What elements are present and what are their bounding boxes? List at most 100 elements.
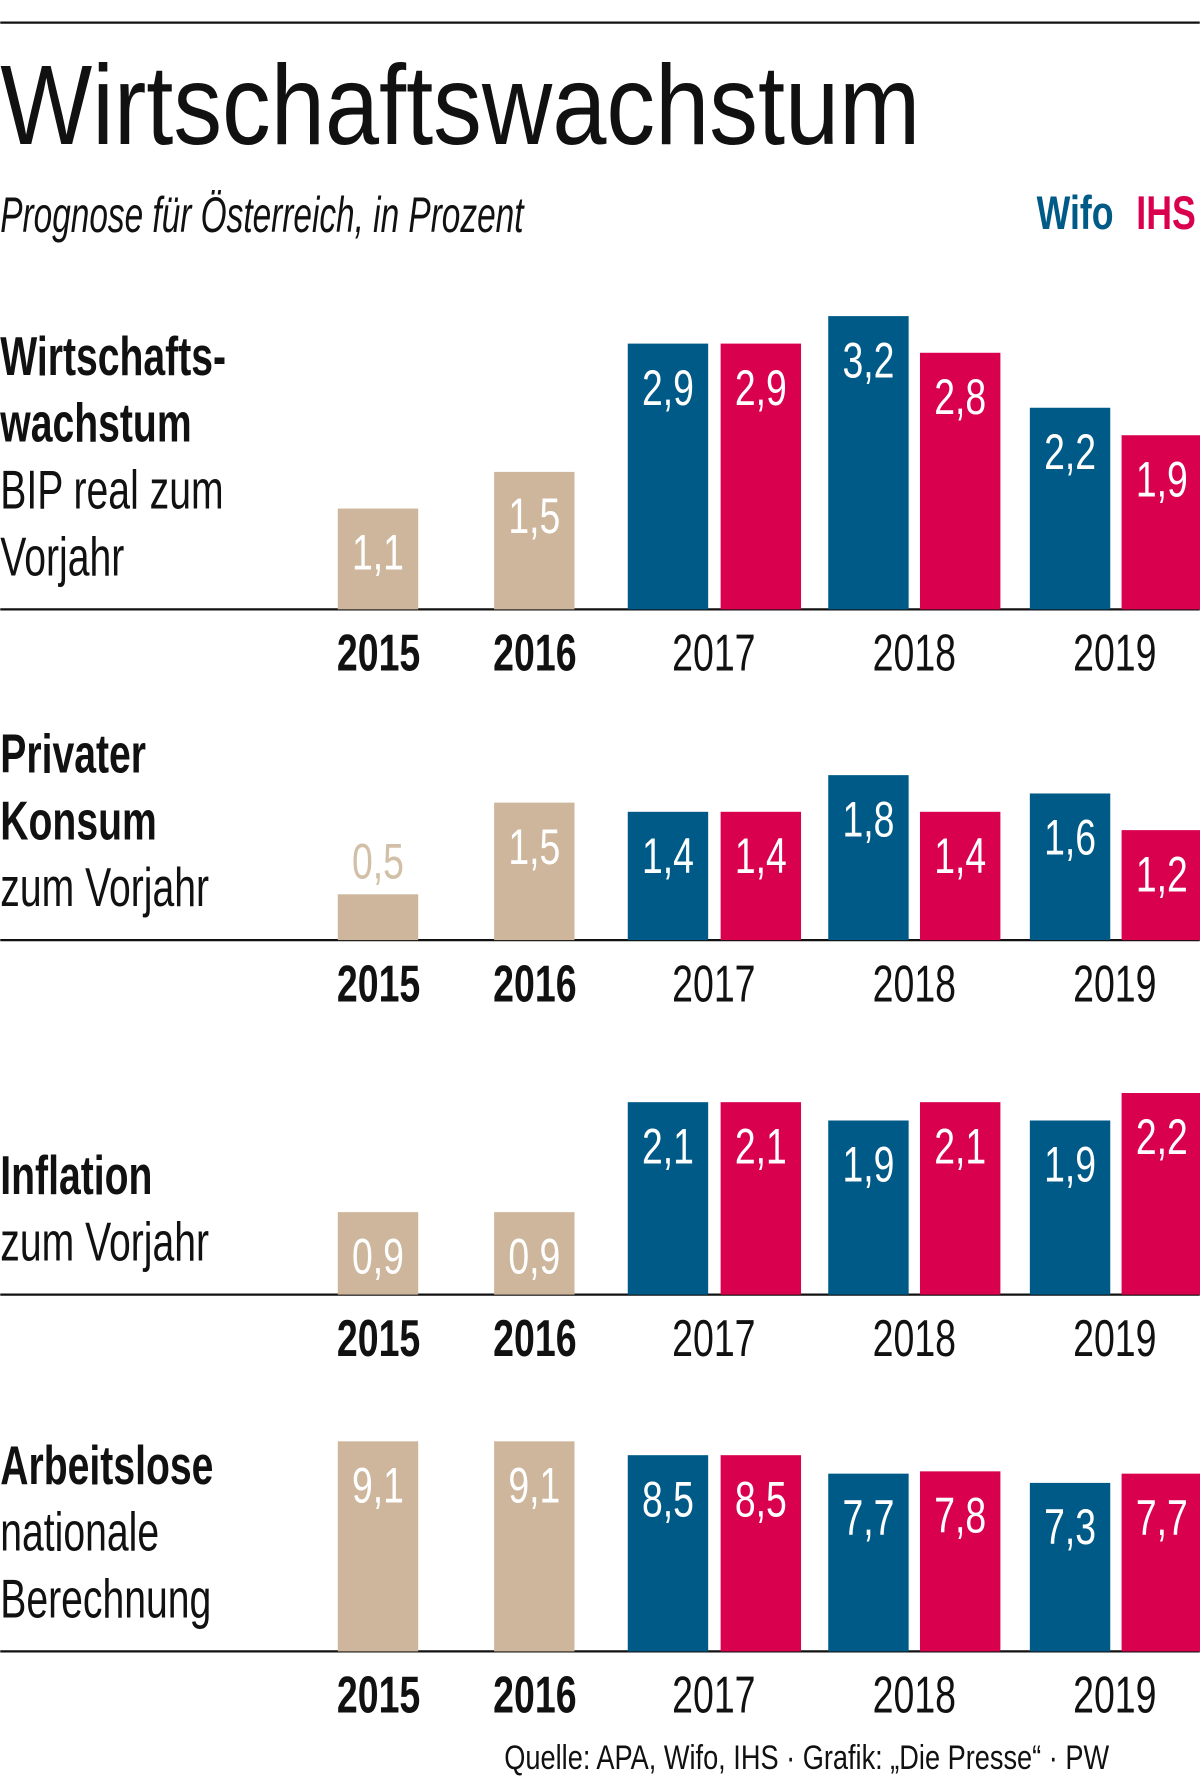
x-tick-label: 2019 [1073, 623, 1156, 682]
x-tick-label: 2019 [1073, 954, 1156, 1013]
x-tick-label: 2018 [873, 623, 956, 682]
bar [720, 1102, 802, 1295]
value-label: 2,1 [934, 1119, 986, 1174]
row-title: Inflation [0, 1146, 152, 1207]
bar [828, 1120, 909, 1295]
row-title: Privater [0, 724, 146, 785]
source: Quelle: APA, Wifo, IHS · Grafik: „Die Pr… [504, 1738, 1109, 1776]
bar [828, 775, 909, 941]
x-tick-label: 2019 [1073, 1309, 1156, 1368]
row-subtitle: Berechnung [0, 1569, 211, 1630]
value-label: 8,5 [642, 1472, 694, 1527]
value-label: 9,1 [508, 1458, 560, 1513]
bar [494, 802, 575, 941]
x-tick-label: 2019 [1073, 1666, 1156, 1725]
value-label: 2,9 [735, 361, 787, 416]
bar [627, 1455, 709, 1652]
value-label: 0,9 [352, 1229, 404, 1284]
x-tick-label: 2016 [493, 1309, 576, 1368]
value-label: 2,2 [1044, 425, 1096, 480]
value-label: 3,2 [842, 333, 894, 388]
bar [494, 1212, 575, 1295]
row-title: Arbeitslose [0, 1436, 213, 1497]
x-tick-label: 2018 [873, 1309, 956, 1368]
x-tick-label: 2016 [493, 954, 576, 1013]
bar [1121, 1473, 1200, 1652]
value-label: 2,1 [735, 1119, 787, 1174]
value-label: 1,4 [934, 829, 986, 884]
value-label: 1,8 [842, 792, 894, 847]
value-label: 1,6 [1044, 811, 1096, 866]
bar [337, 894, 419, 941]
row-subtitle: zum Vorjahr [0, 1212, 209, 1273]
row-title: Wirtschafts- [0, 327, 226, 388]
bar [919, 811, 1001, 941]
legend-label: IHS [1136, 186, 1195, 239]
row-subtitle: zum Vorjahr [0, 858, 209, 919]
bar [1029, 407, 1111, 610]
value-label: 1,5 [508, 489, 560, 544]
x-tick-label: 2015 [337, 1309, 420, 1368]
bar [337, 1441, 419, 1652]
bar [919, 1471, 1001, 1652]
x-tick-label: 2015 [337, 623, 420, 682]
bar [1029, 1120, 1111, 1295]
x-tick-label: 2017 [672, 954, 755, 1013]
bar [627, 1102, 709, 1295]
bar [720, 1455, 802, 1652]
value-label: 2,9 [642, 361, 694, 416]
bar [627, 343, 709, 610]
bar [919, 352, 1001, 610]
x-tick-label: 2018 [873, 954, 956, 1013]
bar [828, 316, 909, 610]
value-label: 8,5 [735, 1472, 787, 1527]
bar [1029, 793, 1111, 941]
bar [494, 1441, 575, 1652]
bar [720, 811, 802, 941]
value-label: 2,2 [1136, 1110, 1188, 1165]
x-tick-label: 2017 [672, 1309, 755, 1368]
x-tick-label: 2017 [672, 1666, 755, 1725]
value-label: 0,9 [508, 1229, 560, 1284]
value-label: 9,1 [352, 1458, 404, 1513]
bar [919, 1102, 1001, 1295]
x-tick-label: 2016 [493, 1666, 576, 1725]
value-label: 1,9 [842, 1138, 894, 1193]
value-label: 0,5 [352, 834, 404, 889]
bar [337, 508, 419, 610]
value-label: 1,9 [1044, 1138, 1096, 1193]
value-label: 1,5 [508, 820, 560, 875]
x-tick-label: 2015 [337, 1666, 420, 1725]
value-label: 1,1 [352, 526, 404, 581]
title: Wirtschaftswachstum [0, 42, 920, 169]
value-label: 1,4 [642, 829, 694, 884]
bar [494, 471, 575, 610]
value-label: 1,9 [1136, 452, 1188, 507]
x-tick-label: 2016 [493, 623, 576, 682]
row-subtitle: Vorjahr [0, 527, 124, 588]
row-subtitle: BIP real zum [0, 460, 223, 521]
x-tick-label: 2017 [672, 623, 755, 682]
row-title: Konsum [0, 791, 157, 852]
value-label: 2,8 [934, 370, 986, 425]
bar [1121, 435, 1200, 610]
bar [1121, 830, 1200, 941]
bar [1029, 1482, 1111, 1652]
value-label: 7,7 [842, 1491, 894, 1546]
bar [1121, 1093, 1200, 1295]
subtitle: Prognose für Österreich, in Prozent [0, 188, 525, 243]
value-label: 1,4 [735, 829, 787, 884]
legend-label: Wifo [1037, 186, 1114, 239]
x-tick-label: 2018 [873, 1666, 956, 1725]
bar [337, 1212, 419, 1295]
x-tick-label: 2015 [337, 954, 420, 1013]
value-label: 7,3 [1044, 1500, 1096, 1555]
row-subtitle: nationale [0, 1502, 159, 1563]
bar [627, 811, 709, 941]
value-label: 7,8 [934, 1488, 986, 1543]
row-title: wachstum [0, 394, 192, 455]
value-label: 7,7 [1136, 1491, 1188, 1546]
value-label: 1,2 [1136, 847, 1188, 902]
bar [720, 343, 802, 610]
